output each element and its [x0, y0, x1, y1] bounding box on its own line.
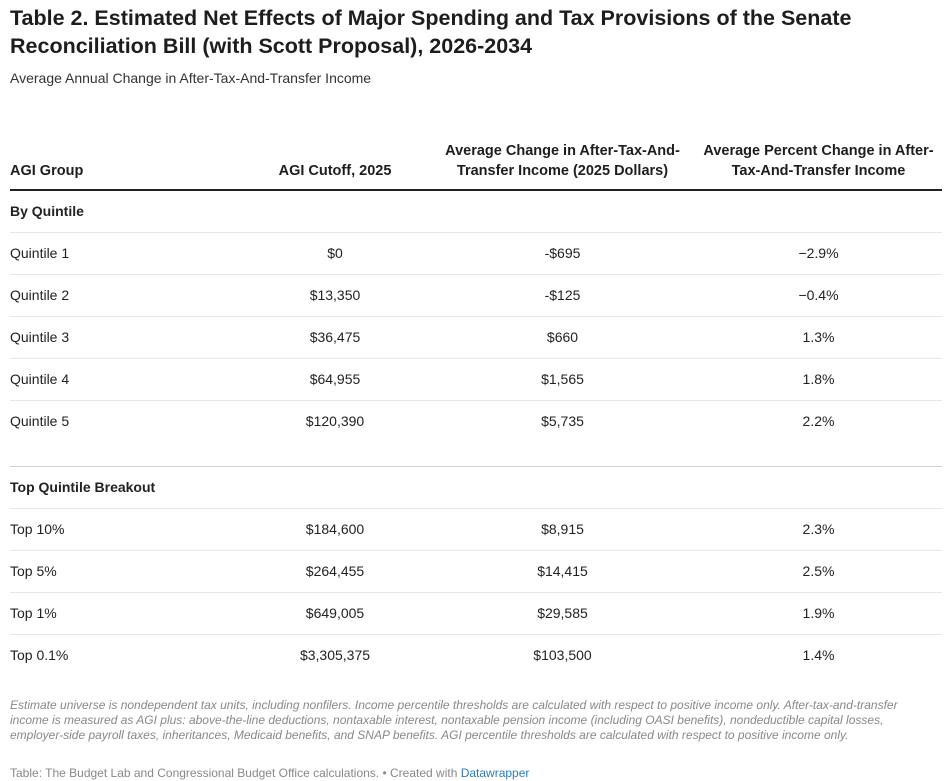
- cell-agi-cutoff: $3,305,375: [299, 647, 371, 664]
- cell-average-change: $29,585: [430, 592, 695, 635]
- cell-average-change: $8,915: [430, 508, 695, 551]
- cell-agi-group: Top 5%: [10, 550, 240, 593]
- cell-agi-cutoff: $36,475: [240, 316, 430, 359]
- table-title: Table 2. Estimated Net Effects of Major …: [10, 6, 852, 58]
- cell-agi-cutoff: $0: [240, 232, 430, 275]
- cell-percent-change: 2.3%: [695, 508, 942, 551]
- cell-percent-change: −2.9%: [695, 232, 942, 275]
- cell-percent-change: 1.4%: [802, 647, 835, 664]
- cell-agi-cutoff: $649,005: [240, 592, 430, 635]
- cell-agi-group: Quintile 5: [10, 413, 70, 430]
- table-row: Quintile 3 $36,475 $660 1.3%: [10, 316, 942, 359]
- cell-agi-cutoff: $264,455: [240, 550, 430, 593]
- cell-agi-group: Top 0.1%: [10, 647, 69, 664]
- cell-agi-cutoff: $13,350: [240, 274, 430, 317]
- source-text: Table: The Budget Lab and Congressional …: [10, 766, 461, 780]
- table-row: Top 0.1% $3,305,375 $103,500 1.4%: [10, 634, 942, 676]
- table-body: By Quintile Quintile 1 $0 -$695 −2.9% Quintil…: [10, 190, 942, 676]
- header-percent-change: Average Percent Change in After-Tax-And-…: [695, 118, 942, 191]
- table-row: Quintile 4 $64,955 $1,565 1.8%: [10, 358, 942, 401]
- cell-percent-change: 1.3%: [695, 316, 942, 359]
- table-subtitle: Average Annual Change in After-Tax-And-T…: [10, 70, 372, 86]
- cell-agi-cutoff: $184,600: [240, 508, 430, 551]
- header-agi-group: AGI Group: [10, 118, 240, 191]
- cell-agi-group: Quintile 2: [10, 274, 240, 317]
- group-label: By Quintile: [10, 190, 942, 233]
- cell-agi-group: Top 10%: [10, 508, 240, 551]
- table-row: Quintile 2 $13,350 -$125 −0.4%: [10, 274, 942, 317]
- table-row: Quintile 5 $120,390 $5,735 2.2%: [10, 400, 942, 442]
- cell-percent-change: 2.5%: [695, 550, 942, 593]
- footnote: Estimate universe is nondependent tax un…: [10, 698, 898, 742]
- group-label: Top Quintile Breakout: [10, 466, 942, 509]
- cell-agi-group: Quintile 4: [10, 358, 240, 401]
- group-spacer: [10, 442, 942, 467]
- cell-average-change: $14,415: [430, 550, 695, 593]
- group-header-row: Top Quintile Breakout: [10, 466, 942, 509]
- cell-percent-change: 2.2%: [802, 413, 835, 430]
- cell-agi-group: Quintile 1: [10, 232, 240, 275]
- cell-average-change: $103,500: [533, 647, 592, 664]
- header-average-change: Average Change in After-Tax-And-Transfer…: [430, 118, 695, 191]
- cell-percent-change: 1.8%: [695, 358, 942, 401]
- cell-agi-cutoff: $64,955: [240, 358, 430, 401]
- table-row: Top 5% $264,455 $14,415 2.5%: [10, 550, 942, 593]
- header-agi-cutoff: AGI Cutoff, 2025: [240, 118, 430, 191]
- source-line: Table: The Budget Lab and Congressional …: [10, 766, 529, 780]
- table-row: Top 10% $184,600 $8,915 2.3%: [10, 508, 942, 551]
- cell-agi-cutoff: $120,390: [305, 413, 365, 430]
- table-row: Top 1% $649,005 $29,585 1.9%: [10, 592, 942, 635]
- datawrapper-link[interactable]: Datawrapper: [460, 766, 530, 780]
- cell-percent-change: −0.4%: [695, 274, 942, 317]
- group-header-row: By Quintile: [10, 190, 942, 233]
- header-row: AGI Group AGI Cutoff, 2025 Average Chang…: [10, 118, 942, 191]
- cell-average-change: $1,565: [430, 358, 695, 401]
- data-table: AGI Group AGI Cutoff, 2025 Average Chang…: [10, 118, 942, 676]
- cell-average-change: -$125: [430, 274, 695, 317]
- cell-average-change: $5,735: [541, 413, 584, 430]
- cell-average-change: $660: [430, 316, 695, 359]
- cell-average-change: -$695: [430, 232, 695, 275]
- cell-agi-group: Quintile 3: [10, 316, 240, 359]
- cell-percent-change: 1.9%: [695, 592, 942, 635]
- table-row: Quintile 1 $0 -$695 −2.9%: [10, 232, 942, 275]
- cell-agi-group: Top 1%: [10, 592, 240, 635]
- spacer-cell: [10, 442, 942, 467]
